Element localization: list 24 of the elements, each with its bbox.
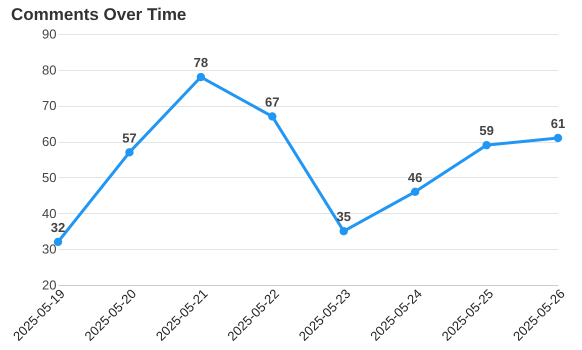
data-label: 35 [336,209,351,224]
y-tick-label: 80 [42,62,56,78]
point [125,148,134,157]
data-label: 61 [550,116,566,131]
y-tick-label: 30 [42,242,56,257]
point [554,134,562,142]
data-label: 78 [194,55,208,70]
data-label: 32 [50,220,66,235]
y-tick-label: 70 [42,98,56,114]
y-tick-label: 90 [42,26,56,42]
chart-title: Comments Over Time [10,5,186,24]
y-tick-label: 60 [42,134,56,150]
point [410,188,420,196]
data-label: 46 [408,170,422,185]
point [340,227,348,236]
point [268,112,276,121]
y-tick-label: 50 [42,170,56,185]
data-label: 67 [265,94,280,110]
point [196,72,206,82]
y-tick-label: 20 [42,278,56,292]
y-tick-label: 40 [42,206,56,221]
data-label: 57 [122,130,137,146]
data-label: 59 [479,123,494,138]
point [482,140,491,150]
